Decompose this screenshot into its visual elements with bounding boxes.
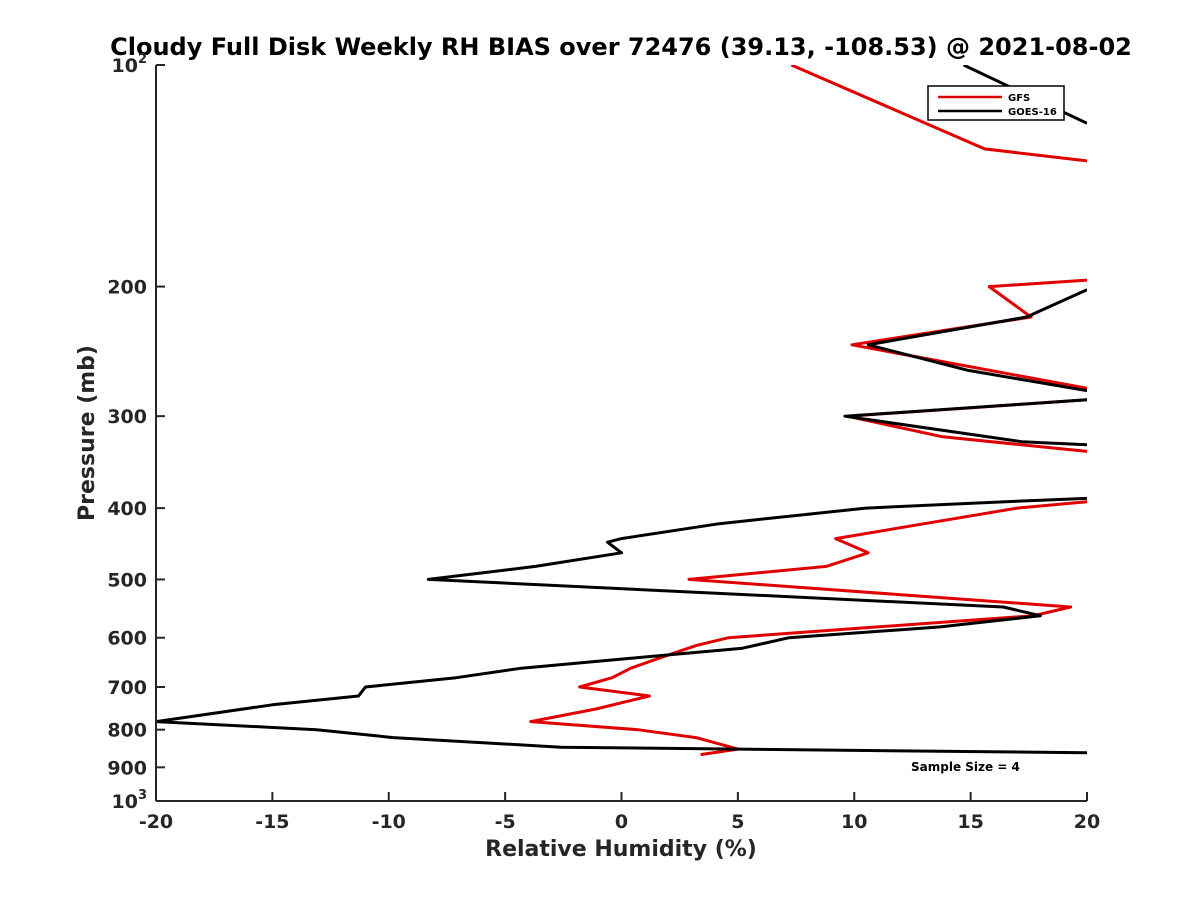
y-tick-label: 700 (107, 677, 147, 699)
x-tick-label: 20 (1074, 811, 1100, 833)
legend: GFS GOES-16 (927, 85, 1065, 121)
x-axis-label: Relative Humidity (%) (485, 837, 757, 862)
y-ticks: 102 200 300 400 500 600 700 800 900 103 (107, 52, 165, 813)
x-tick-label: 15 (957, 811, 983, 833)
legend-box (927, 85, 1065, 121)
y-tick-label: 102 (112, 52, 148, 77)
x-ticks: -20 -15 -10 -5 0 5 10 15 20 (139, 792, 1100, 833)
y-tick-label: 103 (112, 788, 148, 813)
x-tick-label: 0 (615, 811, 628, 833)
sample-size-annotation: Sample Size = 4 (911, 760, 1020, 774)
legend-label-goes16: GOES-16 (1008, 107, 1057, 118)
y-tick-label: 900 (107, 757, 147, 779)
y-tick-label: 400 (107, 498, 147, 520)
x-tick-label: 10 (841, 811, 867, 833)
y-axis-label: Pressure (mb) (75, 345, 100, 521)
x-tick-label: -20 (139, 811, 173, 833)
y-tick-label: 500 (107, 569, 147, 591)
chart-title: Cloudy Full Disk Weekly RH BIAS over 724… (110, 33, 1132, 61)
y-tick-label: 200 (107, 277, 147, 299)
y-tick-label: 800 (107, 720, 147, 742)
x-tick-label: -5 (495, 811, 516, 833)
x-tick-label: 5 (731, 811, 744, 833)
x-tick-label: -15 (255, 811, 289, 833)
y-tick-label: 600 (107, 628, 147, 650)
y-tick-label: 300 (107, 406, 147, 428)
legend-label-gfs: GFS (1008, 93, 1030, 104)
x-tick-label: -10 (372, 811, 406, 833)
series-line-gfs (529, 65, 1087, 757)
